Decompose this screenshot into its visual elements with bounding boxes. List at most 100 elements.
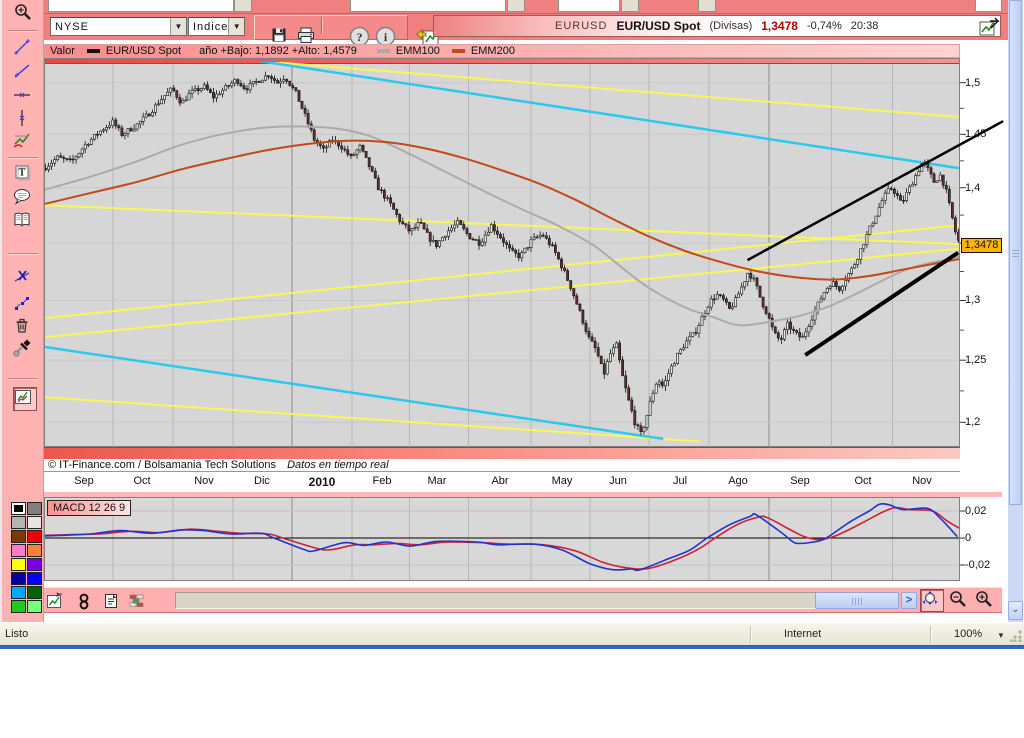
zoom-caret-icon[interactable]: ▼ (997, 631, 1005, 640)
color-swatch[interactable] (27, 572, 42, 585)
help-button[interactable]: ? (338, 16, 360, 35)
quote-last-price: 1,3478 (761, 19, 798, 33)
type-combo-value: Indice (189, 21, 228, 33)
horizontal-line-icon[interactable] (13, 86, 35, 108)
quote-change-percent: -0,74% (807, 20, 842, 32)
vertical-scrollbar-thumb[interactable] (1009, 0, 1022, 505)
color-swatch[interactable] (27, 558, 42, 571)
bricks-icon[interactable] (128, 592, 148, 612)
vertical-scrollbar[interactable]: ⌄ (1008, 0, 1023, 622)
copyright-text: © IT-Finance.com / Bolsamania Tech Solut… (48, 459, 276, 471)
cutoff-control[interactable] (234, 0, 252, 12)
price-tick-label: 1,45 (965, 128, 1001, 140)
fibonacci-icon[interactable] (13, 131, 35, 153)
color-swatch[interactable] (11, 600, 26, 613)
toolbar-separator (8, 157, 38, 159)
zoom-out-icon[interactable] (948, 589, 972, 612)
month-label: Jul (658, 475, 702, 487)
color-swatch[interactable] (11, 544, 26, 557)
copyright-bar: © IT-Finance.com / Bolsamania Tech Solut… (44, 459, 960, 472)
erase-line-icon[interactable] (13, 268, 35, 290)
quote-instrument-name: EUR/USD Spot (616, 19, 700, 33)
valor-label[interactable]: Valor (50, 45, 75, 57)
cutoff-control[interactable] (698, 0, 716, 12)
color-swatch[interactable] (11, 586, 26, 599)
vertical-line-icon[interactable] (13, 109, 35, 131)
text-tool-icon[interactable]: T (13, 163, 35, 185)
color-swatch[interactable] (27, 530, 42, 543)
svg-text:T: T (19, 168, 26, 179)
scroll-down-button[interactable]: ⌄ (1008, 601, 1023, 620)
macd-label[interactable]: MACD 12 26 9 (47, 500, 131, 516)
print-button[interactable] (285, 16, 307, 35)
cutoff-control[interactable] (350, 0, 506, 12)
color-swatch[interactable] (11, 516, 26, 529)
color-swatch[interactable] (11, 558, 26, 571)
price-tick-label: 1,25 (965, 354, 1001, 366)
realtime-text: Datos en tiempo real (287, 459, 389, 471)
chevron-down-icon[interactable]: ▼ (170, 18, 186, 35)
price-tick-label: 1,3 (965, 294, 1001, 306)
color-swatch[interactable] (11, 572, 26, 585)
month-label: Mar (415, 475, 459, 487)
browser-page: T NYSE ▼ Indice ▼ ? i EURUSD EUR/USD Spo… (0, 0, 1024, 738)
back-to-chart-button[interactable] (404, 16, 426, 35)
cutoff-control[interactable] (507, 0, 525, 12)
zoom-in-icon[interactable] (13, 2, 35, 24)
toolbar-separator (8, 253, 38, 255)
trendline-icon[interactable] (13, 38, 35, 60)
tools-icon[interactable] (13, 339, 35, 361)
cutoff-control[interactable] (975, 0, 1002, 12)
cutoff-control[interactable] (558, 0, 620, 12)
chart-style-icon[interactable] (13, 387, 37, 411)
cutoff-control[interactable] (621, 0, 639, 12)
save-button[interactable] (259, 16, 281, 35)
bankinter-watermark: bankinter. (60, 74, 239, 119)
market-combo[interactable]: NYSE ▼ (50, 17, 187, 36)
notes-icon[interactable] (102, 592, 122, 612)
color-swatch[interactable] (27, 516, 42, 529)
semi-trendline-icon[interactable] (13, 61, 35, 83)
note-tool-icon[interactable] (13, 187, 35, 209)
month-label: Oct (841, 475, 885, 487)
chart-bottom-band (44, 447, 960, 459)
color-swatch[interactable] (27, 502, 42, 515)
month-label: 2010 (300, 475, 344, 489)
trash-icon[interactable] (13, 316, 35, 338)
taskbar-edge (0, 645, 1024, 649)
horizontal-scrollbar-thumb[interactable] (815, 592, 899, 609)
cutoff-control[interactable] (48, 0, 234, 12)
macd-tick-label: -0,02 (965, 559, 1005, 571)
color-swatch[interactable] (11, 502, 26, 515)
points-tool-icon[interactable] (13, 295, 35, 317)
pan-zoom-icon[interactable] (920, 589, 944, 612)
type-combo[interactable]: Indice ▼ (188, 17, 245, 36)
color-swatch[interactable] (27, 586, 42, 599)
info-button[interactable]: i (364, 16, 386, 35)
resize-grip[interactable] (1010, 630, 1022, 642)
color-swatch[interactable] (27, 544, 42, 557)
color-swatch[interactable] (11, 530, 26, 543)
macd-chart[interactable] (44, 497, 1008, 581)
chart-legend-bar: Valor EUR/USD Spot año +Bajo: 1,1892 +Al… (44, 44, 960, 58)
zoom-in-icon[interactable] (974, 589, 998, 612)
emm100-label: EMM100 (396, 45, 440, 57)
month-label: Oct (120, 475, 164, 487)
month-label: Nov (900, 475, 944, 487)
quote-symbol-code: EURUSD (555, 20, 607, 32)
chart-bottom-toolbar: > (44, 587, 1002, 613)
book-icon[interactable] (13, 210, 35, 232)
scroll-right-button[interactable]: > (901, 592, 917, 609)
legend-instrument: EUR/USD Spot (106, 45, 181, 57)
zoom-level-value[interactable]: 100% (954, 628, 982, 640)
color-swatch[interactable] (27, 600, 42, 613)
time-axis: SepOctNovDic2010FebMarAbrMayJunJulAgoSep… (44, 472, 960, 492)
chart-settings-icon[interactable] (46, 592, 66, 612)
macd-tick-label: 0,02 (965, 505, 1005, 517)
chevron-down-icon[interactable]: ▼ (228, 18, 244, 35)
link-icon[interactable] (75, 592, 95, 612)
main-toolbar: NYSE ▼ Indice ▼ ? i EURUSD EUR/USD Spot … (44, 14, 1008, 40)
month-label: Feb (360, 475, 404, 487)
last-price-tag: 1,3478 (961, 238, 1002, 253)
price-chart[interactable] (44, 58, 1008, 492)
